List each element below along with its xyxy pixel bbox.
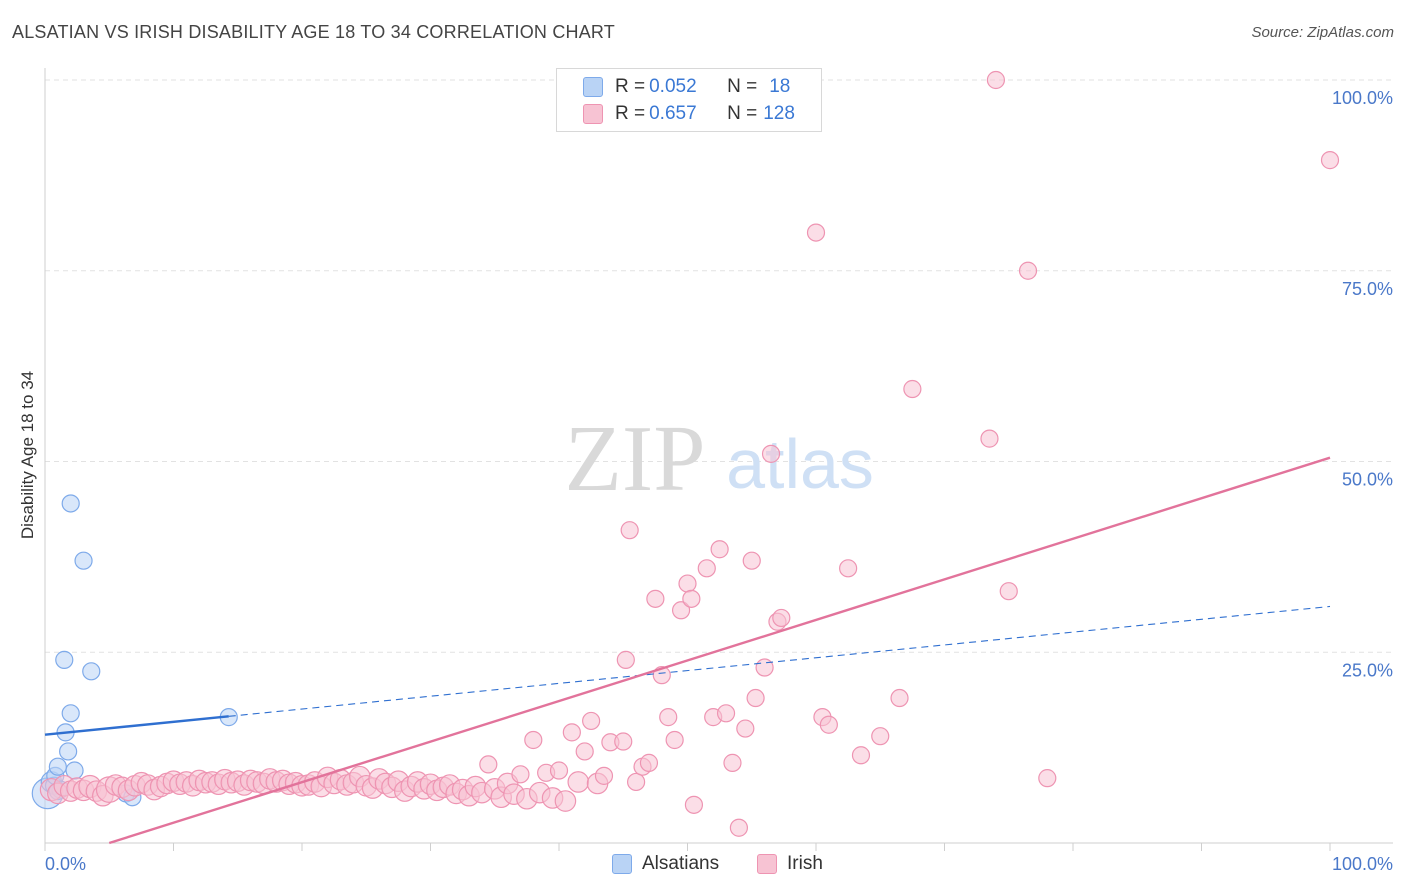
bottom-legend-alsatians: Alsatians bbox=[612, 852, 719, 876]
alsatian-n-value: 18 bbox=[769, 76, 791, 97]
irish-point bbox=[659, 708, 678, 727]
bottom-legend-irish: Irish bbox=[757, 852, 823, 876]
irish-point bbox=[620, 521, 639, 540]
y-tick-label: 50.0% bbox=[1342, 470, 1393, 490]
irish-point bbox=[511, 765, 530, 784]
irish-point bbox=[639, 753, 659, 772]
irish-r-label: R = bbox=[615, 103, 646, 124]
chart-title: ALSATIAN VS IRISH DISABILITY AGE 18 TO 3… bbox=[12, 22, 615, 42]
watermark: ZIP atlas bbox=[565, 407, 874, 511]
irish-point bbox=[1038, 769, 1057, 788]
alsatian-point bbox=[74, 551, 93, 570]
irish-point bbox=[903, 379, 922, 399]
source-label: Source: ZipAtlas.com bbox=[1251, 24, 1394, 41]
alsatian-r-value: 0.052 bbox=[649, 76, 697, 97]
irish-point bbox=[582, 711, 601, 731]
alsatian-point bbox=[61, 494, 80, 513]
alsatian-r-label: R = bbox=[615, 76, 646, 97]
irish-legend-label: Irish bbox=[787, 853, 823, 874]
correlation-legend: R = 0.052 N = 18 R = 0.657 N = 128 bbox=[556, 68, 822, 132]
irish-point bbox=[890, 688, 909, 708]
irish-point bbox=[999, 582, 1018, 601]
legend-row-alsatian: R = 0.052 N = 18 bbox=[583, 76, 790, 98]
irish-point bbox=[575, 742, 594, 761]
irish-point bbox=[851, 746, 871, 765]
irish-point bbox=[646, 589, 665, 608]
tick-labels: 25.0% 50.0% 75.0% 100.0% 0.0% 100.0% bbox=[45, 88, 1393, 874]
irish-point bbox=[772, 608, 791, 628]
alsatian-trend-extension bbox=[228, 605, 1331, 717]
irish-r-value: 0.657 bbox=[649, 103, 697, 124]
irish-point bbox=[684, 795, 704, 814]
irish-point bbox=[665, 730, 684, 750]
irish-point bbox=[819, 715, 838, 734]
alsatian-point bbox=[48, 757, 67, 776]
alsatian-n-label: N = bbox=[727, 76, 758, 97]
irish-n-value: 128 bbox=[763, 103, 795, 124]
irish-point bbox=[678, 574, 697, 593]
trend-lines bbox=[44, 456, 1331, 845]
alsatian-point bbox=[61, 704, 80, 723]
alsatian-point bbox=[82, 662, 101, 681]
irish-point bbox=[671, 601, 691, 620]
irish-point bbox=[682, 589, 701, 608]
irish-point bbox=[742, 551, 761, 570]
irish-point bbox=[980, 429, 999, 448]
irish-point bbox=[562, 723, 581, 742]
irish-point bbox=[723, 753, 742, 772]
irish-point bbox=[755, 658, 774, 677]
irish-point bbox=[1320, 151, 1340, 170]
irish-point bbox=[554, 790, 577, 812]
irish-point bbox=[594, 766, 614, 785]
irish-point bbox=[614, 732, 633, 751]
y-tick-label: 25.0% bbox=[1342, 660, 1393, 680]
irish-point bbox=[839, 559, 858, 578]
irish-point bbox=[736, 719, 755, 738]
y-tick-label: 75.0% bbox=[1342, 279, 1393, 299]
gridlines bbox=[45, 79, 1393, 653]
alsatians-legend-label: Alsatians bbox=[642, 853, 720, 874]
irish-point bbox=[479, 755, 498, 774]
irish-trend-line bbox=[108, 456, 1331, 845]
irish-point bbox=[524, 730, 543, 750]
irish-point bbox=[710, 540, 729, 559]
irish-point bbox=[716, 704, 736, 723]
irish-point bbox=[806, 223, 826, 242]
alsatian-trend-line bbox=[44, 715, 229, 736]
alsatian-swatch bbox=[583, 77, 603, 97]
irish-n-label: N = bbox=[727, 103, 758, 124]
alsatian-point bbox=[59, 742, 78, 761]
irish-point bbox=[697, 559, 716, 578]
irish-point bbox=[761, 444, 781, 463]
irish-point bbox=[1018, 261, 1038, 280]
watermark-zip: ZIP bbox=[565, 407, 706, 511]
y-tick-label: 100.0% bbox=[1332, 88, 1393, 108]
alsatians-legend-swatch bbox=[612, 854, 632, 874]
irish-point bbox=[729, 818, 749, 837]
irish-swatch bbox=[583, 104, 603, 124]
irish-point bbox=[871, 727, 890, 746]
watermark-atlas: atlas bbox=[726, 425, 874, 503]
irish-point bbox=[746, 688, 765, 708]
axes bbox=[44, 68, 1393, 851]
irish-point bbox=[986, 70, 1006, 90]
irish-legend-swatch bbox=[757, 854, 777, 874]
irish-point bbox=[549, 761, 569, 780]
irish-point bbox=[567, 771, 590, 793]
irish-point bbox=[626, 772, 646, 792]
irish-point bbox=[616, 650, 635, 669]
alsatian-point bbox=[55, 650, 74, 669]
data-points bbox=[31, 70, 1340, 837]
legend-row-irish: R = 0.657 N = 128 bbox=[583, 103, 795, 125]
x-tick-label-max: 100.0% bbox=[1332, 854, 1393, 874]
x-tick-label-min: 0.0% bbox=[45, 854, 86, 874]
